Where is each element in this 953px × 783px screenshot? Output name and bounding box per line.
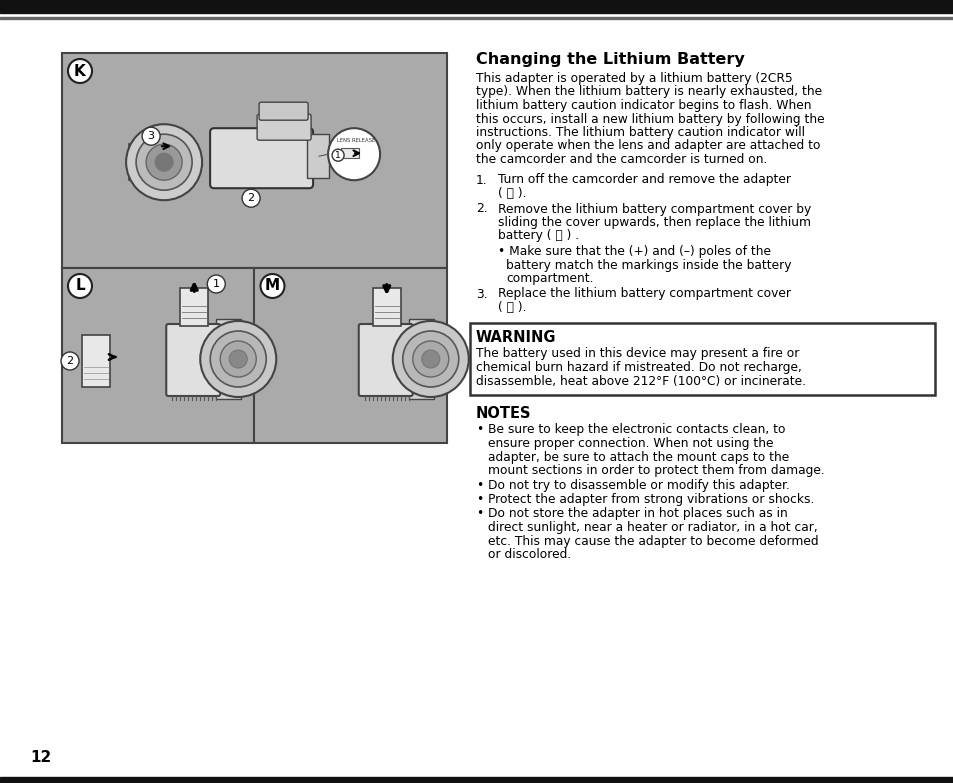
Text: Be sure to keep the electronic contacts clean, to: Be sure to keep the electronic contacts … bbox=[488, 424, 784, 436]
Text: ensure proper connection. When not using the: ensure proper connection. When not using… bbox=[488, 437, 773, 450]
Text: • Make sure that the (+) and (–) poles of the: • Make sure that the (+) and (–) poles o… bbox=[497, 245, 770, 258]
Bar bbox=[307, 134, 329, 179]
FancyBboxPatch shape bbox=[166, 324, 220, 396]
Text: direct sunlight, near a heater or radiator, in a hot car,: direct sunlight, near a heater or radiat… bbox=[488, 521, 817, 534]
Text: battery ( Ⓛ ) .: battery ( Ⓛ ) . bbox=[497, 229, 578, 243]
Text: 3: 3 bbox=[148, 132, 154, 141]
Text: Turn off the camcorder and remove the adapter: Turn off the camcorder and remove the ad… bbox=[497, 174, 790, 186]
Text: Remove the lithium battery compartment cover by: Remove the lithium battery compartment c… bbox=[497, 203, 810, 215]
Text: The battery used in this device may present a fire or: The battery used in this device may pres… bbox=[476, 348, 799, 360]
Text: adapter, be sure to attach the mount caps to the: adapter, be sure to attach the mount cap… bbox=[488, 450, 788, 464]
Circle shape bbox=[421, 350, 439, 368]
Text: or discolored.: or discolored. bbox=[488, 548, 571, 561]
Bar bbox=[341, 148, 358, 158]
FancyBboxPatch shape bbox=[259, 103, 308, 121]
Bar bbox=[373, 288, 400, 326]
Text: 1.: 1. bbox=[476, 174, 487, 186]
Circle shape bbox=[155, 153, 172, 171]
Text: only operate when the lens and adapter are attached to: only operate when the lens and adapter a… bbox=[476, 139, 820, 153]
Text: NOTES: NOTES bbox=[476, 406, 531, 421]
Text: 12: 12 bbox=[30, 750, 51, 765]
Text: L: L bbox=[75, 279, 85, 294]
FancyBboxPatch shape bbox=[256, 114, 311, 140]
Text: battery match the markings inside the battery: battery match the markings inside the ba… bbox=[505, 258, 791, 272]
Text: •: • bbox=[476, 493, 483, 506]
Bar bbox=[82, 335, 110, 387]
Circle shape bbox=[200, 321, 276, 397]
Text: M: M bbox=[265, 279, 280, 294]
Circle shape bbox=[242, 189, 260, 207]
Bar bbox=[470, 323, 934, 395]
Text: this occurs, install a new lithium battery by following the: this occurs, install a new lithium batte… bbox=[476, 113, 823, 125]
FancyBboxPatch shape bbox=[210, 128, 313, 188]
Text: 1: 1 bbox=[213, 279, 219, 289]
Circle shape bbox=[68, 274, 91, 298]
Circle shape bbox=[328, 128, 379, 180]
Bar bbox=[62, 53, 447, 268]
Text: Changing the Lithium Battery: Changing the Lithium Battery bbox=[476, 52, 744, 67]
Text: lithium battery caution indicator begins to flash. When: lithium battery caution indicator begins… bbox=[476, 99, 811, 112]
Text: •: • bbox=[476, 424, 483, 436]
Text: Do not try to disassemble or modify this adapter.: Do not try to disassemble or modify this… bbox=[488, 478, 789, 492]
Text: etc. This may cause the adapter to become deformed: etc. This may cause the adapter to becom… bbox=[488, 535, 818, 547]
Text: 3.: 3. bbox=[476, 287, 487, 301]
Text: instructions. The lithium battery caution indicator will: instructions. The lithium battery cautio… bbox=[476, 126, 804, 139]
Text: 2: 2 bbox=[247, 193, 254, 204]
Text: the camcorder and the camcorder is turned on.: the camcorder and the camcorder is turne… bbox=[476, 153, 766, 166]
Text: Replace the lithium battery compartment cover: Replace the lithium battery compartment … bbox=[497, 287, 790, 301]
Text: ( Ⓚ ).: ( Ⓚ ). bbox=[497, 187, 526, 200]
Text: mount sections in order to protect them from damage.: mount sections in order to protect them … bbox=[488, 464, 824, 477]
Bar bbox=[408, 319, 434, 399]
Text: •: • bbox=[476, 507, 483, 521]
Text: compartment.: compartment. bbox=[505, 272, 593, 285]
Text: This adapter is operated by a lithium battery (2CR5: This adapter is operated by a lithium ba… bbox=[476, 72, 792, 85]
Circle shape bbox=[207, 275, 225, 293]
Text: •: • bbox=[476, 478, 483, 492]
Circle shape bbox=[229, 350, 247, 368]
Text: 2: 2 bbox=[67, 356, 73, 366]
Text: sliding the cover upwards, then replace the lithium: sliding the cover upwards, then replace … bbox=[497, 216, 810, 229]
Circle shape bbox=[210, 331, 266, 387]
Bar bbox=[129, 144, 189, 180]
Text: ( Ⓜ ).: ( Ⓜ ). bbox=[497, 301, 526, 314]
Text: chemical burn hazard if mistreated. Do not recharge,: chemical burn hazard if mistreated. Do n… bbox=[476, 361, 801, 374]
Circle shape bbox=[146, 144, 182, 180]
Text: LENS RELEASE: LENS RELEASE bbox=[336, 138, 375, 143]
Circle shape bbox=[68, 59, 91, 83]
Text: Do not store the adapter in hot places such as in: Do not store the adapter in hot places s… bbox=[488, 507, 787, 521]
Circle shape bbox=[142, 127, 160, 145]
Text: Protect the adapter from strong vibrations or shocks.: Protect the adapter from strong vibratio… bbox=[488, 493, 814, 506]
Circle shape bbox=[126, 124, 202, 200]
Text: type). When the lithium battery is nearly exhausted, the: type). When the lithium battery is nearl… bbox=[476, 85, 821, 99]
Bar bbox=[0, 0, 953, 13]
Text: 1: 1 bbox=[335, 150, 340, 160]
Circle shape bbox=[402, 331, 458, 387]
Text: WARNING: WARNING bbox=[476, 330, 556, 345]
Bar bbox=[0, 17, 953, 19]
Bar bbox=[216, 319, 241, 399]
Circle shape bbox=[136, 134, 192, 190]
Circle shape bbox=[260, 274, 284, 298]
Text: disassemble, heat above 212°F (100°C) or incinerate.: disassemble, heat above 212°F (100°C) or… bbox=[476, 374, 805, 388]
Bar bbox=[180, 288, 208, 326]
Bar bbox=[254, 268, 447, 443]
Circle shape bbox=[393, 321, 468, 397]
Text: 2.: 2. bbox=[476, 203, 487, 215]
Circle shape bbox=[413, 341, 448, 377]
Circle shape bbox=[220, 341, 256, 377]
Bar bbox=[62, 268, 254, 443]
Bar bbox=[0, 777, 953, 783]
Circle shape bbox=[61, 352, 79, 370]
Text: K: K bbox=[74, 63, 86, 78]
FancyBboxPatch shape bbox=[358, 324, 413, 396]
Circle shape bbox=[332, 150, 344, 161]
